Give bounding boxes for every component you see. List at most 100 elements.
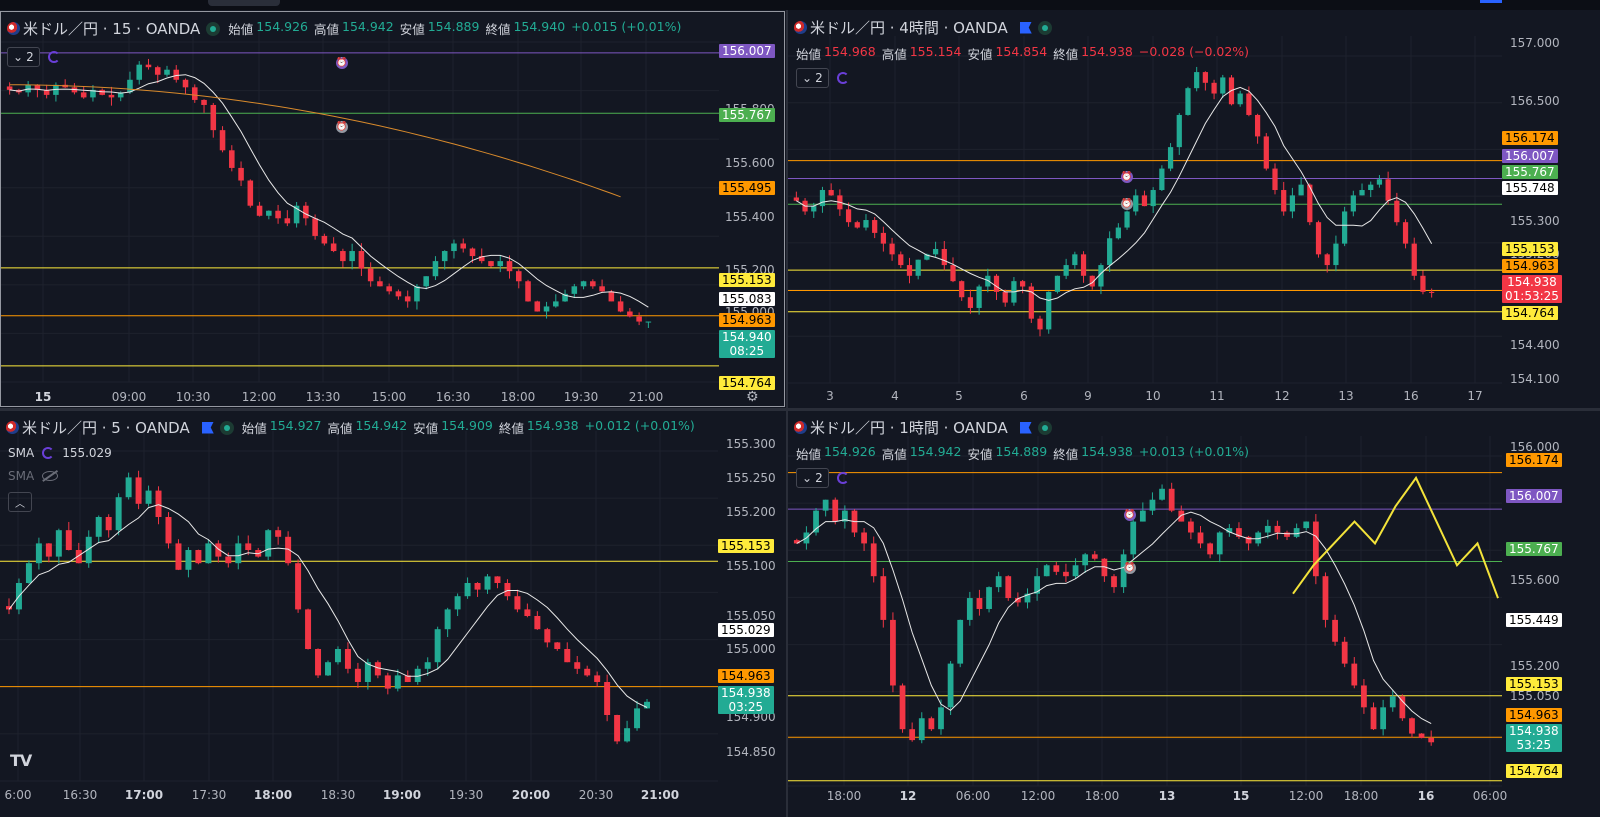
collapse-chevron-icon[interactable]: ︿ (8, 492, 32, 512)
price-level-tag[interactable]: 154.963 (1506, 708, 1562, 722)
close-label: 終値 (485, 22, 511, 37)
price-level-tag[interactable]: 155.748 (1502, 181, 1558, 195)
market-open-icon (219, 420, 234, 435)
candle-body (608, 291, 615, 302)
last-price-tag[interactable]: 154.938 53:25 (1506, 724, 1562, 752)
indicator-count-chip[interactable]: ⌄ 2 (7, 47, 40, 67)
price-level-tag[interactable]: 156.174 (1502, 131, 1558, 145)
sync-icon[interactable] (42, 447, 55, 459)
chart-pane-1h[interactable]: 米ドル／円 · 1時間 · OANDA 始値 154.926 高値 154.942 … (788, 411, 1600, 817)
price-level-tag[interactable]: 155.153 (1502, 242, 1558, 256)
chart-pane-15min[interactable]: 米ドル／円 · 15 · OANDA 始値 154.926 高値 154.942 安… (0, 11, 785, 407)
price-level-tag[interactable]: 155.083 (719, 292, 775, 306)
flag-marker-icon[interactable] (201, 421, 214, 434)
last-price-tag[interactable]: 154.940 08:25 (719, 330, 775, 358)
sync-icon[interactable] (47, 51, 60, 63)
hidden-eye-icon[interactable] (42, 471, 59, 481)
change-value: +0.012 (+0.01%) (584, 418, 695, 433)
sma-line (796, 86, 1433, 301)
last-price-tag[interactable]: 154.938 01:53:25 (1502, 275, 1562, 303)
chevron-down-icon: ⌄ (13, 50, 24, 64)
candle-body (562, 293, 568, 302)
low-value: 154.854 (995, 44, 1048, 59)
pane-divider-horizontal[interactable] (0, 408, 1600, 411)
symbol-title[interactable]: 米ドル／円 · 4時間 · OANDA (810, 19, 1008, 37)
chart-canvas-4h[interactable] (788, 11, 1600, 407)
candle-body (173, 69, 180, 80)
chevron-down-icon: ⌄ (802, 71, 813, 85)
price-level-tag[interactable]: 155.029 (718, 623, 774, 637)
alarm-icon[interactable]: ⏰ (1121, 198, 1133, 210)
price-level-tag[interactable]: 155.153 (718, 539, 774, 553)
symbol-title[interactable]: 米ドル／円 · 5 · OANDA (22, 419, 190, 437)
alarm-icon[interactable]: ⏰ (336, 121, 348, 133)
last-price-tag[interactable]: 154.938 03:25 (718, 686, 774, 714)
time-axis-label: 20:30 (578, 788, 614, 802)
candle-body (793, 197, 799, 201)
price-level-tag[interactable]: 156.174 (1506, 453, 1562, 467)
toolbar-tab[interactable] (208, 0, 280, 6)
price-level-tag[interactable]: 156.007 (719, 44, 775, 58)
candle-body (1333, 243, 1339, 266)
price-axis-label: 155.200 (1510, 659, 1560, 673)
chart-canvas-5min[interactable] (0, 411, 785, 817)
candle-body (364, 662, 371, 682)
price-level-tag[interactable]: 154.764 (1502, 306, 1558, 320)
flag-marker-icon[interactable] (1019, 21, 1032, 34)
candle-body (959, 281, 965, 298)
candle-body (594, 675, 601, 682)
candle-body (1298, 184, 1304, 196)
candle-body (634, 708, 641, 729)
sma-indicator-row[interactable]: SMA 155.029 (8, 446, 112, 460)
close-label: 終値 (1053, 47, 1079, 62)
candle-body (1139, 510, 1146, 522)
price-level-tag[interactable]: 156.007 (1502, 149, 1558, 163)
candle-body (1101, 558, 1108, 577)
sync-icon[interactable] (836, 472, 849, 484)
flag-marker-icon[interactable] (1019, 421, 1032, 434)
price-level-tag[interactable]: 154.963 (719, 313, 775, 327)
alarm-icon[interactable]: ⏰ (336, 57, 348, 69)
candle-body (6, 86, 13, 90)
candle-body (95, 517, 102, 537)
candle-body (395, 291, 402, 297)
price-level-tag[interactable]: 154.764 (719, 376, 775, 390)
price-level-tag[interactable]: 155.767 (1502, 165, 1558, 179)
sync-icon[interactable] (836, 72, 849, 84)
high-label: 高値 (327, 421, 353, 436)
candle-body (932, 248, 939, 255)
candle-body (451, 243, 457, 252)
candle-body (845, 209, 852, 223)
symbol-title[interactable]: 米ドル／円 · 1時間 · OANDA (810, 419, 1008, 437)
candle-body (1376, 179, 1383, 185)
candle-body (1168, 488, 1175, 511)
price-level-tag[interactable]: 155.153 (719, 273, 775, 287)
price-level-tag[interactable]: 154.963 (1502, 259, 1558, 273)
price-level-tag[interactable]: 156.007 (1506, 489, 1562, 503)
indicator-count-chip[interactable]: ⌄ 2 (796, 68, 829, 88)
sma-indicator-hidden-row[interactable]: SMA (8, 469, 59, 483)
price-level-tag[interactable]: 154.764 (1506, 764, 1562, 778)
chart-pane-4h[interactable]: 米ドル／円 · 4時間 · OANDA 始値 154.968 高値 155.154 … (788, 11, 1600, 407)
pane-divider-vertical[interactable] (786, 10, 788, 817)
candle-body (524, 609, 531, 616)
bar-countdown: 01:53:25 (1505, 289, 1559, 303)
bar-countdown: 53:25 (1516, 738, 1552, 752)
price-level-tag[interactable]: 154.963 (718, 669, 774, 683)
price-level-tag[interactable]: 155.449 (1506, 613, 1562, 627)
alarm-icon[interactable]: ⏰ (1124, 562, 1136, 574)
alarm-icon[interactable]: ⏰ (1124, 509, 1136, 521)
indicator-count-chip[interactable]: ⌄ 2 (796, 468, 829, 488)
candle-body (584, 668, 591, 676)
symbol-title[interactable]: 米ドル／円 · 15 · OANDA (23, 20, 201, 38)
chart-canvas-15min[interactable] (1, 12, 785, 407)
settings-gear-icon[interactable]: ⚙ (746, 389, 759, 405)
alarm-icon[interactable]: ⏰ (1121, 171, 1133, 183)
price-level-tag[interactable]: 155.767 (1506, 542, 1562, 556)
price-level-tag[interactable]: 155.767 (719, 108, 775, 122)
price-axis-label: 154.100 (1510, 372, 1560, 386)
chart-pane-5min[interactable]: 米ドル／円 · 5 · OANDA 始値 154.927 高値 154.942 安値… (0, 411, 785, 817)
chart-canvas-1h[interactable] (788, 411, 1600, 817)
price-level-tag[interactable]: 155.153 (1506, 677, 1562, 691)
price-level-tag[interactable]: 155.495 (719, 181, 775, 195)
